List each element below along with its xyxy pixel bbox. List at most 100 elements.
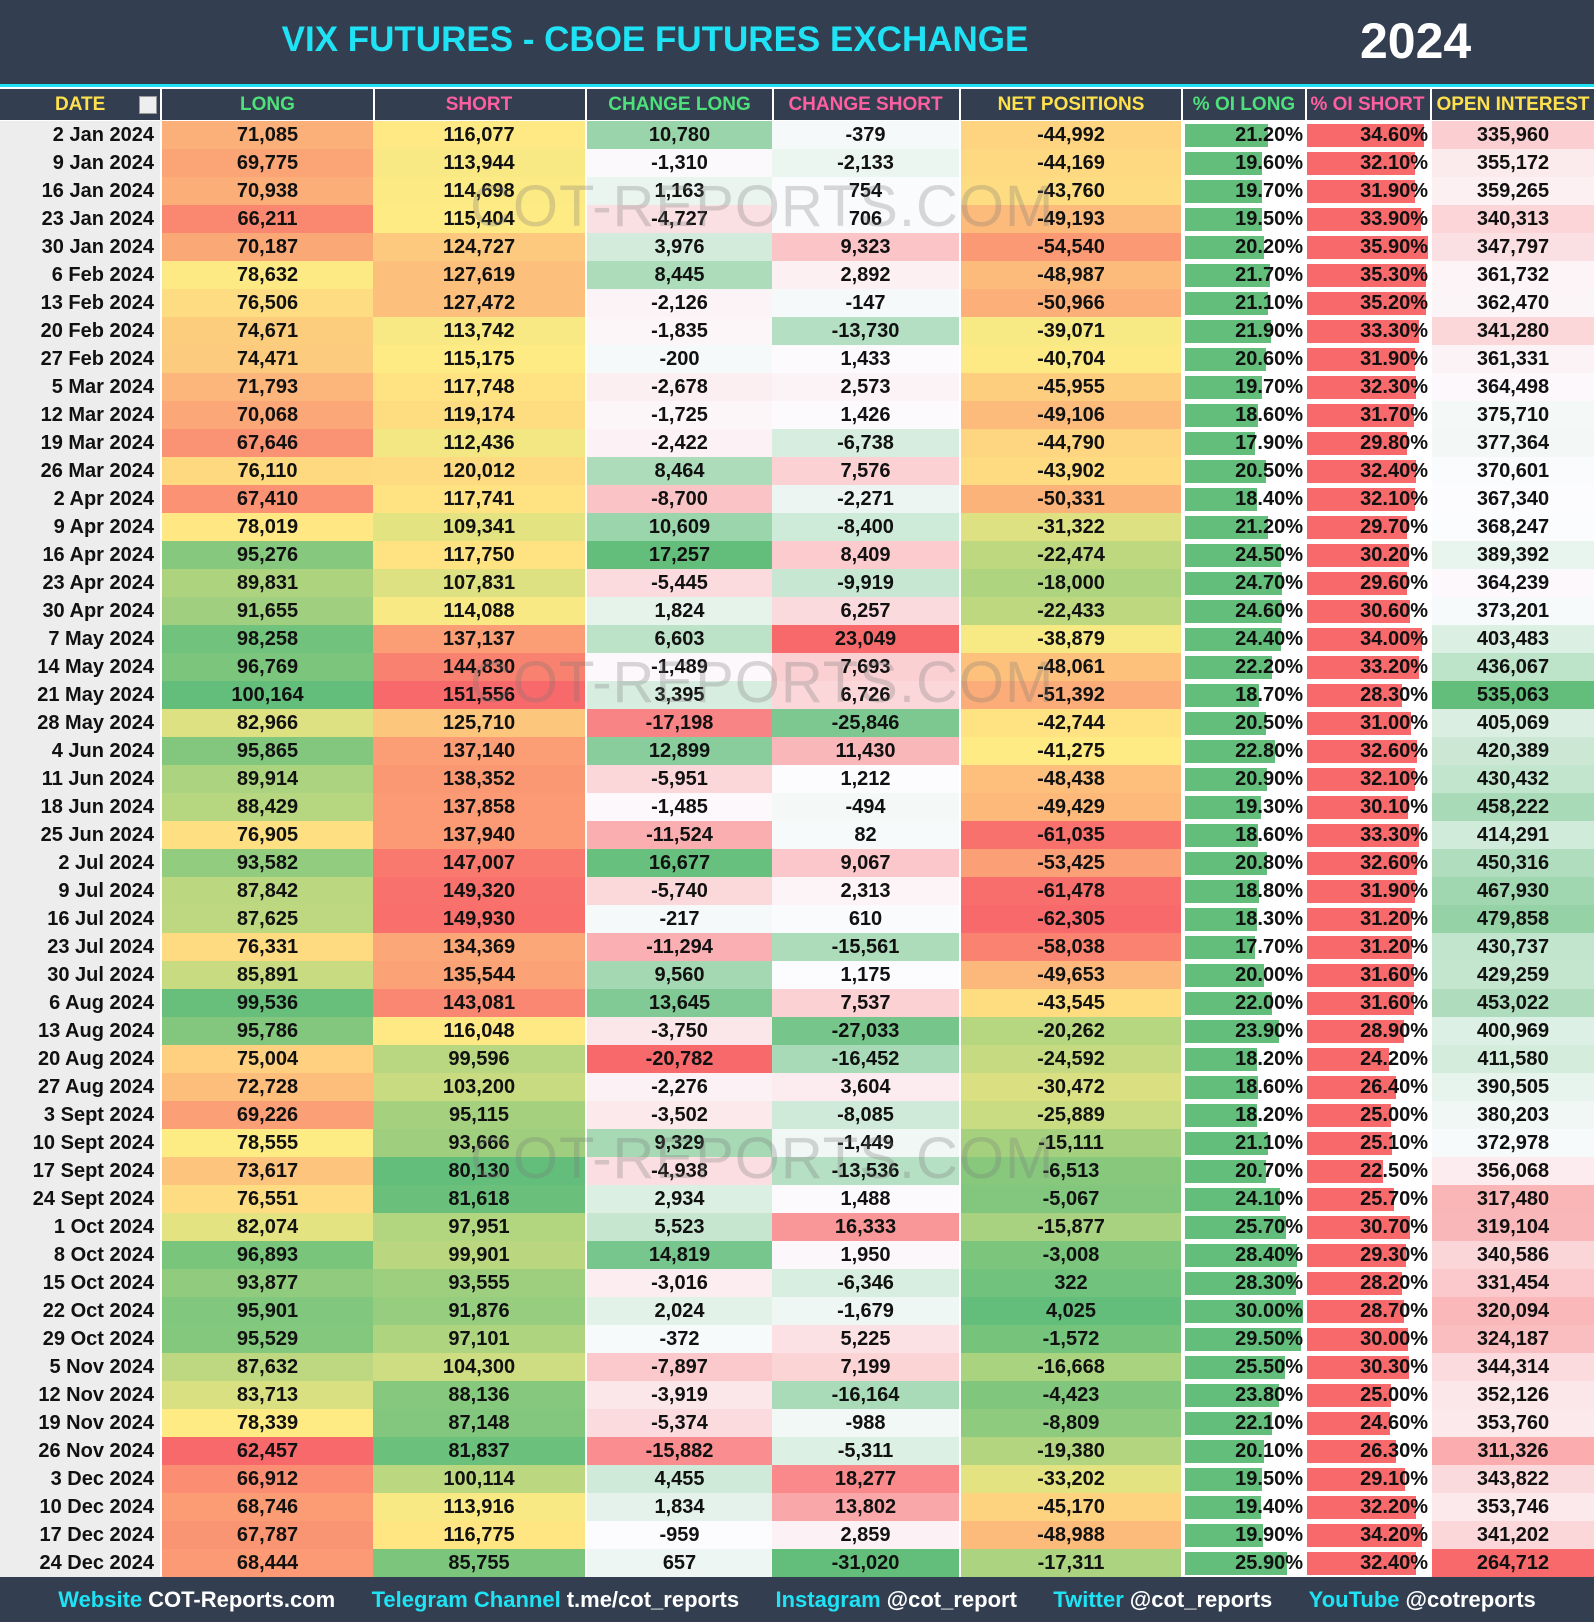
cell-text: 754 (848, 180, 883, 202)
value-cell: 31.70% (1305, 401, 1430, 429)
cell-text: -44,790 (1037, 432, 1105, 454)
cell-text: 9 Jul 2024 (58, 880, 154, 902)
footer-label: Website (58, 1586, 143, 1612)
data-bar (1185, 208, 1262, 231)
value-cell: 25.50% (1183, 1353, 1305, 1381)
cell-text: 13,802 (834, 1496, 897, 1518)
cell-text: 311,326 (1477, 1440, 1549, 1462)
column-headers: DATE LONG SHORT CHANGE LONG CHANGE SHORT NET … (0, 89, 1594, 120)
column-header: NET POSITIONS (961, 89, 1183, 120)
value-cell: 18.80% (1183, 877, 1305, 905)
cell-text: -42,744 (1037, 712, 1105, 734)
footer-value: @cot_report (886, 1586, 1017, 1612)
cell-text: -13,730 (831, 320, 900, 342)
cell-text: -3,016 (651, 1272, 708, 1294)
cell-text: 14 May 2024 (37, 656, 154, 678)
data-bar (1185, 236, 1265, 259)
cell-text: -16,164 (831, 1384, 900, 1406)
cell-text: 98,258 (236, 628, 299, 650)
date-cell: 29 Oct 2024 (0, 1325, 160, 1353)
date-cell: 23 Jan 2024 (0, 205, 160, 233)
value-cell: 144,830 (373, 653, 585, 681)
cell-text: 117,750 (443, 544, 515, 566)
data-bar (1307, 628, 1422, 651)
value-cell: 24.70% (1183, 569, 1305, 597)
value-cell: 341,280 (1432, 317, 1594, 345)
value-cell: 390,505 (1432, 1073, 1594, 1101)
value-cell: 117,741 (373, 485, 585, 513)
value-cell: -31,020 (772, 1549, 959, 1577)
value-cell: 85,755 (373, 1549, 585, 1577)
value-cell: -51,392 (961, 681, 1181, 709)
date-cell: 9 Jan 2024 (0, 149, 160, 177)
value-cell: -2,276 (587, 1073, 772, 1101)
date-cell: 16 Jan 2024 (0, 177, 160, 205)
value-cell: -5,740 (587, 877, 772, 905)
value-cell: 28.40% (1183, 1241, 1305, 1269)
data-bar (1307, 684, 1403, 707)
cell-text: 17.70% (1235, 936, 1303, 958)
value-cell: 22.00% (1183, 989, 1305, 1017)
value-cell: 28.30% (1305, 681, 1430, 709)
cell-text: -13,536 (831, 1160, 900, 1182)
cell-text: 7,537 (840, 992, 891, 1014)
cell-text: 320,094 (1476, 1300, 1550, 1322)
cell-text: 264,712 (1476, 1552, 1550, 1574)
cell-text: 149,930 (442, 908, 516, 930)
cell-text: 116,775 (443, 1524, 515, 1546)
date-cell: 13 Feb 2024 (0, 289, 160, 317)
cell-text: 117,748 (443, 376, 515, 398)
value-cell: 4,455 (587, 1465, 772, 1493)
value-cell: 430,737 (1432, 933, 1594, 961)
date-cell: 13 Aug 2024 (0, 1017, 160, 1045)
data-bar (1185, 264, 1271, 287)
cell-text: 82 (854, 824, 877, 846)
cell-text: 7,693 (840, 656, 891, 678)
value-cell: 113,944 (373, 149, 585, 177)
value-cell: 147,007 (373, 849, 585, 877)
value-cell: -20,262 (961, 1017, 1181, 1045)
value-cell: 99,536 (162, 989, 373, 1017)
cell-text: -30,472 (1037, 1076, 1105, 1098)
value-cell: 32.40% (1305, 1549, 1430, 1577)
column-header: CHANGE LONG (587, 89, 774, 120)
value-cell: 24.60% (1183, 597, 1305, 625)
cell-text: 26 Nov 2024 (38, 1440, 154, 1462)
cell-text: 17 Dec 2024 (39, 1524, 154, 1546)
data-bar (1185, 712, 1266, 735)
cell-text: 17.90% (1235, 432, 1303, 454)
cell-text: 467,930 (1476, 880, 1550, 902)
value-cell: -1,679 (772, 1297, 959, 1325)
cell-text: 20.60% (1235, 348, 1303, 370)
cell-text: 31.90% (1360, 348, 1428, 370)
cell-text: 32.40% (1360, 1552, 1428, 1574)
value-cell: 31.60% (1305, 961, 1430, 989)
cell-text: -7,897 (651, 1356, 708, 1378)
cell-text: 1,433 (840, 348, 891, 370)
value-cell: 70,068 (162, 401, 373, 429)
value-cell: 7,199 (772, 1353, 959, 1381)
value-cell: 8,464 (587, 457, 772, 485)
data-bar (1307, 992, 1414, 1015)
value-cell: 22.80% (1183, 737, 1305, 765)
cell-text: -49,429 (1037, 796, 1105, 818)
cell-text: 127,472 (442, 292, 516, 314)
value-cell: 100,114 (373, 1465, 585, 1493)
data-bar (1185, 768, 1268, 791)
value-cell: 2,892 (772, 261, 959, 289)
value-cell: 21.90% (1183, 317, 1305, 345)
cell-text: 9 Jan 2024 (52, 152, 154, 174)
value-cell: -8,700 (587, 485, 772, 513)
value-cell: -16,164 (772, 1381, 959, 1409)
date-cell: 26 Nov 2024 (0, 1437, 160, 1465)
value-cell: 31.00% (1305, 709, 1430, 737)
value-cell: 137,140 (373, 737, 585, 765)
cell-text: 137,940 (442, 824, 516, 846)
cell-text: 28.40% (1235, 1244, 1303, 1266)
date-cell: 20 Feb 2024 (0, 317, 160, 345)
value-cell: 80,130 (373, 1157, 585, 1185)
date-cell: 24 Dec 2024 (0, 1549, 160, 1577)
cell-text: -4,938 (651, 1160, 708, 1182)
value-cell: 18.60% (1183, 401, 1305, 429)
value-cell: -20,782 (587, 1045, 772, 1073)
